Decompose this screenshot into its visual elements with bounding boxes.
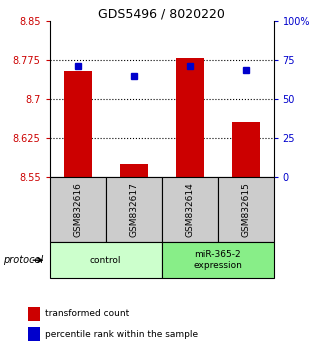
Bar bbox=[162, 177, 218, 242]
Bar bbox=[232, 122, 260, 177]
Bar bbox=[120, 164, 148, 177]
Text: protocol: protocol bbox=[3, 255, 44, 265]
Text: percentile rank within the sample: percentile rank within the sample bbox=[45, 330, 198, 339]
Title: GDS5496 / 8020220: GDS5496 / 8020220 bbox=[98, 7, 225, 20]
Text: GSM832616: GSM832616 bbox=[73, 182, 82, 237]
Text: GSM832614: GSM832614 bbox=[185, 182, 194, 237]
Text: GSM832615: GSM832615 bbox=[241, 182, 250, 237]
Bar bbox=[64, 70, 92, 177]
Bar bbox=[50, 177, 106, 242]
Text: miR-365-2
expression: miR-365-2 expression bbox=[193, 251, 242, 270]
Text: control: control bbox=[90, 256, 121, 265]
Bar bbox=[176, 58, 204, 177]
Bar bbox=[50, 242, 162, 278]
Bar bbox=[28, 327, 40, 341]
Bar bbox=[162, 242, 274, 278]
Bar bbox=[218, 177, 274, 242]
Text: transformed count: transformed count bbox=[45, 309, 130, 318]
Bar bbox=[106, 177, 162, 242]
Bar bbox=[28, 307, 40, 320]
Text: GSM832617: GSM832617 bbox=[129, 182, 138, 237]
